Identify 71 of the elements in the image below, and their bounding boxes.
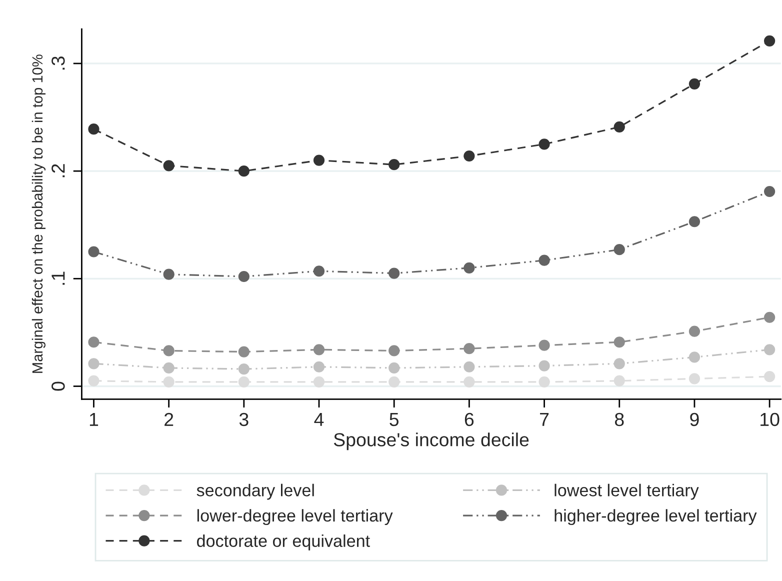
point <box>614 121 625 133</box>
x-tick-label: 5 <box>390 413 399 426</box>
point <box>163 345 174 356</box>
point <box>688 326 700 337</box>
point <box>688 216 700 228</box>
y-tick-label: .1 <box>52 272 65 285</box>
x-tick-label: 3 <box>239 412 248 426</box>
x-tick-label: 2 <box>164 412 174 426</box>
point <box>313 154 325 166</box>
x-tick-label: 6 <box>464 412 474 426</box>
point <box>88 124 100 135</box>
point <box>163 160 174 172</box>
point <box>163 268 174 280</box>
point <box>614 358 625 370</box>
x-tick-label: 1 <box>90 413 98 426</box>
point <box>538 340 550 351</box>
legend-label: lowest level tertiary <box>554 484 699 500</box>
x-tick-label: 7 <box>540 413 549 426</box>
legend-label: higher-degree level tertiary <box>554 509 757 526</box>
point <box>238 346 250 358</box>
point <box>614 336 625 348</box>
y-tick-label: 0 <box>52 382 65 391</box>
point <box>764 370 776 382</box>
point <box>538 138 550 150</box>
point <box>764 344 776 356</box>
point <box>88 336 100 348</box>
point <box>388 159 400 170</box>
y-tick-label: .2 <box>52 164 65 178</box>
point <box>614 244 625 256</box>
point <box>238 363 250 375</box>
x-tick-label: 8 <box>614 412 624 426</box>
point <box>388 345 400 356</box>
point <box>313 376 325 388</box>
point <box>464 150 475 162</box>
x-tick-label: 10 <box>760 412 780 426</box>
point <box>538 360 550 372</box>
point <box>238 166 250 177</box>
point <box>764 35 776 46</box>
point <box>688 78 700 90</box>
point <box>688 352 700 363</box>
legend-label: doctorate or equivalent <box>197 534 370 550</box>
point <box>538 376 550 388</box>
point <box>764 312 776 323</box>
point <box>764 186 776 198</box>
point <box>88 358 100 370</box>
point <box>614 375 625 386</box>
point <box>238 270 250 282</box>
point <box>538 254 550 266</box>
point <box>464 376 475 388</box>
y-axis-title: Marginal effect on the probability to be in top 10% <box>32 54 46 373</box>
point <box>163 362 174 374</box>
legend-label: secondary level <box>196 484 314 500</box>
point <box>313 344 325 356</box>
point <box>388 362 400 374</box>
point <box>313 266 325 277</box>
x-tick-label: 9 <box>690 412 699 426</box>
point <box>88 246 100 258</box>
legend-label: lower-degree level tertiary <box>197 509 393 526</box>
point <box>388 268 400 279</box>
point <box>464 262 475 274</box>
point <box>238 376 250 388</box>
point <box>388 376 400 388</box>
y-tick-label: .3 <box>52 56 65 70</box>
point <box>88 375 100 386</box>
point <box>688 373 700 384</box>
point <box>313 361 325 372</box>
point <box>464 361 475 372</box>
point <box>163 376 174 388</box>
x-axis-title: Spouse's income decile <box>334 432 529 450</box>
x-tick-label: 4 <box>314 413 324 426</box>
point <box>464 343 475 354</box>
